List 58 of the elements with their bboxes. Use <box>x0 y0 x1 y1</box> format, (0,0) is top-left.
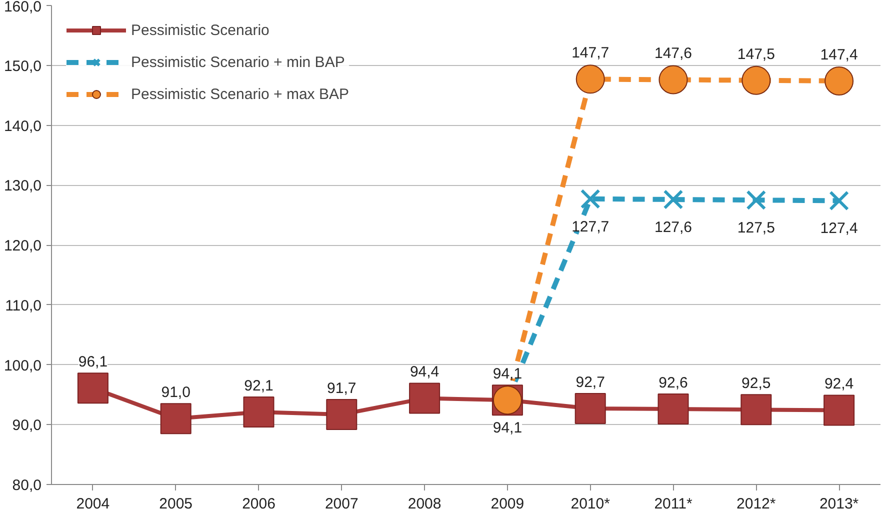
data-label: 92,5 <box>742 375 771 392</box>
y-tick-label: 100,0 <box>4 357 42 374</box>
point <box>576 64 605 94</box>
data-label: 92,1 <box>244 377 274 394</box>
data-label: 92,4 <box>824 376 854 393</box>
data-label: 94,1 <box>492 420 522 437</box>
data-label: 147,6 <box>654 45 692 62</box>
y-tick-label: 130,0 <box>4 178 42 195</box>
y-tick-label: 150,0 <box>4 58 42 75</box>
point <box>740 394 772 426</box>
point <box>663 190 684 210</box>
data-label: 127,4 <box>820 220 858 238</box>
y-tick-label: 110,0 <box>5 297 42 314</box>
data-label: 127,7 <box>572 218 610 236</box>
y-tick-label: 140,0 <box>4 118 42 135</box>
point <box>243 396 274 428</box>
data-label: 92,6 <box>658 374 688 392</box>
point <box>658 65 688 94</box>
data-label: 91,7 <box>327 380 356 397</box>
data-label: 147,7 <box>572 44 610 62</box>
point <box>77 372 108 404</box>
data-label: 127,5 <box>737 220 775 237</box>
data-label: 96,1 <box>78 354 108 371</box>
legend-label: Pessimistic Scenario + max BAP <box>131 86 349 102</box>
point <box>160 403 192 434</box>
y-tick-label: 80,0 <box>12 477 42 494</box>
x-tick-label: 2010* <box>570 496 610 512</box>
x-tick-label: 2007 <box>324 496 358 512</box>
data-label: 127,6 <box>654 219 692 236</box>
legend-label: Pessimistic Scenario <box>131 22 270 38</box>
y-tick-label: 90,0 <box>12 417 42 434</box>
x-tick-label: 2013* <box>819 496 859 512</box>
legend-label: Pessimistic Scenario + min BAP <box>131 54 345 70</box>
data-label: 92,7 <box>576 374 605 391</box>
point <box>409 382 440 414</box>
point <box>829 190 850 211</box>
data-label: 94,1 <box>492 366 522 383</box>
point <box>574 392 606 424</box>
point <box>746 190 766 210</box>
x-tick-label: 2012* <box>736 496 776 512</box>
data-label: 91,0 <box>161 384 190 402</box>
x-tick-label: 2011* <box>654 496 692 512</box>
point <box>658 394 689 425</box>
x-tick-label: 2004 <box>76 496 110 512</box>
point <box>580 188 600 209</box>
x-tick-label: 2009 <box>490 496 524 512</box>
point <box>824 394 855 426</box>
x-tick-label: 2006 <box>242 496 276 512</box>
x-tick-label: 2005 <box>159 496 193 512</box>
data-label: 147,4 <box>820 46 858 64</box>
x-tick-label: 2008 <box>408 496 442 512</box>
data-label: 147,5 <box>737 46 775 63</box>
point <box>824 66 854 96</box>
point <box>742 66 771 95</box>
y-tick-label: 160,0 <box>4 0 42 16</box>
y-tick-label: 120,0 <box>4 238 42 254</box>
point <box>326 398 358 430</box>
data-label: 94,4 <box>410 364 440 381</box>
